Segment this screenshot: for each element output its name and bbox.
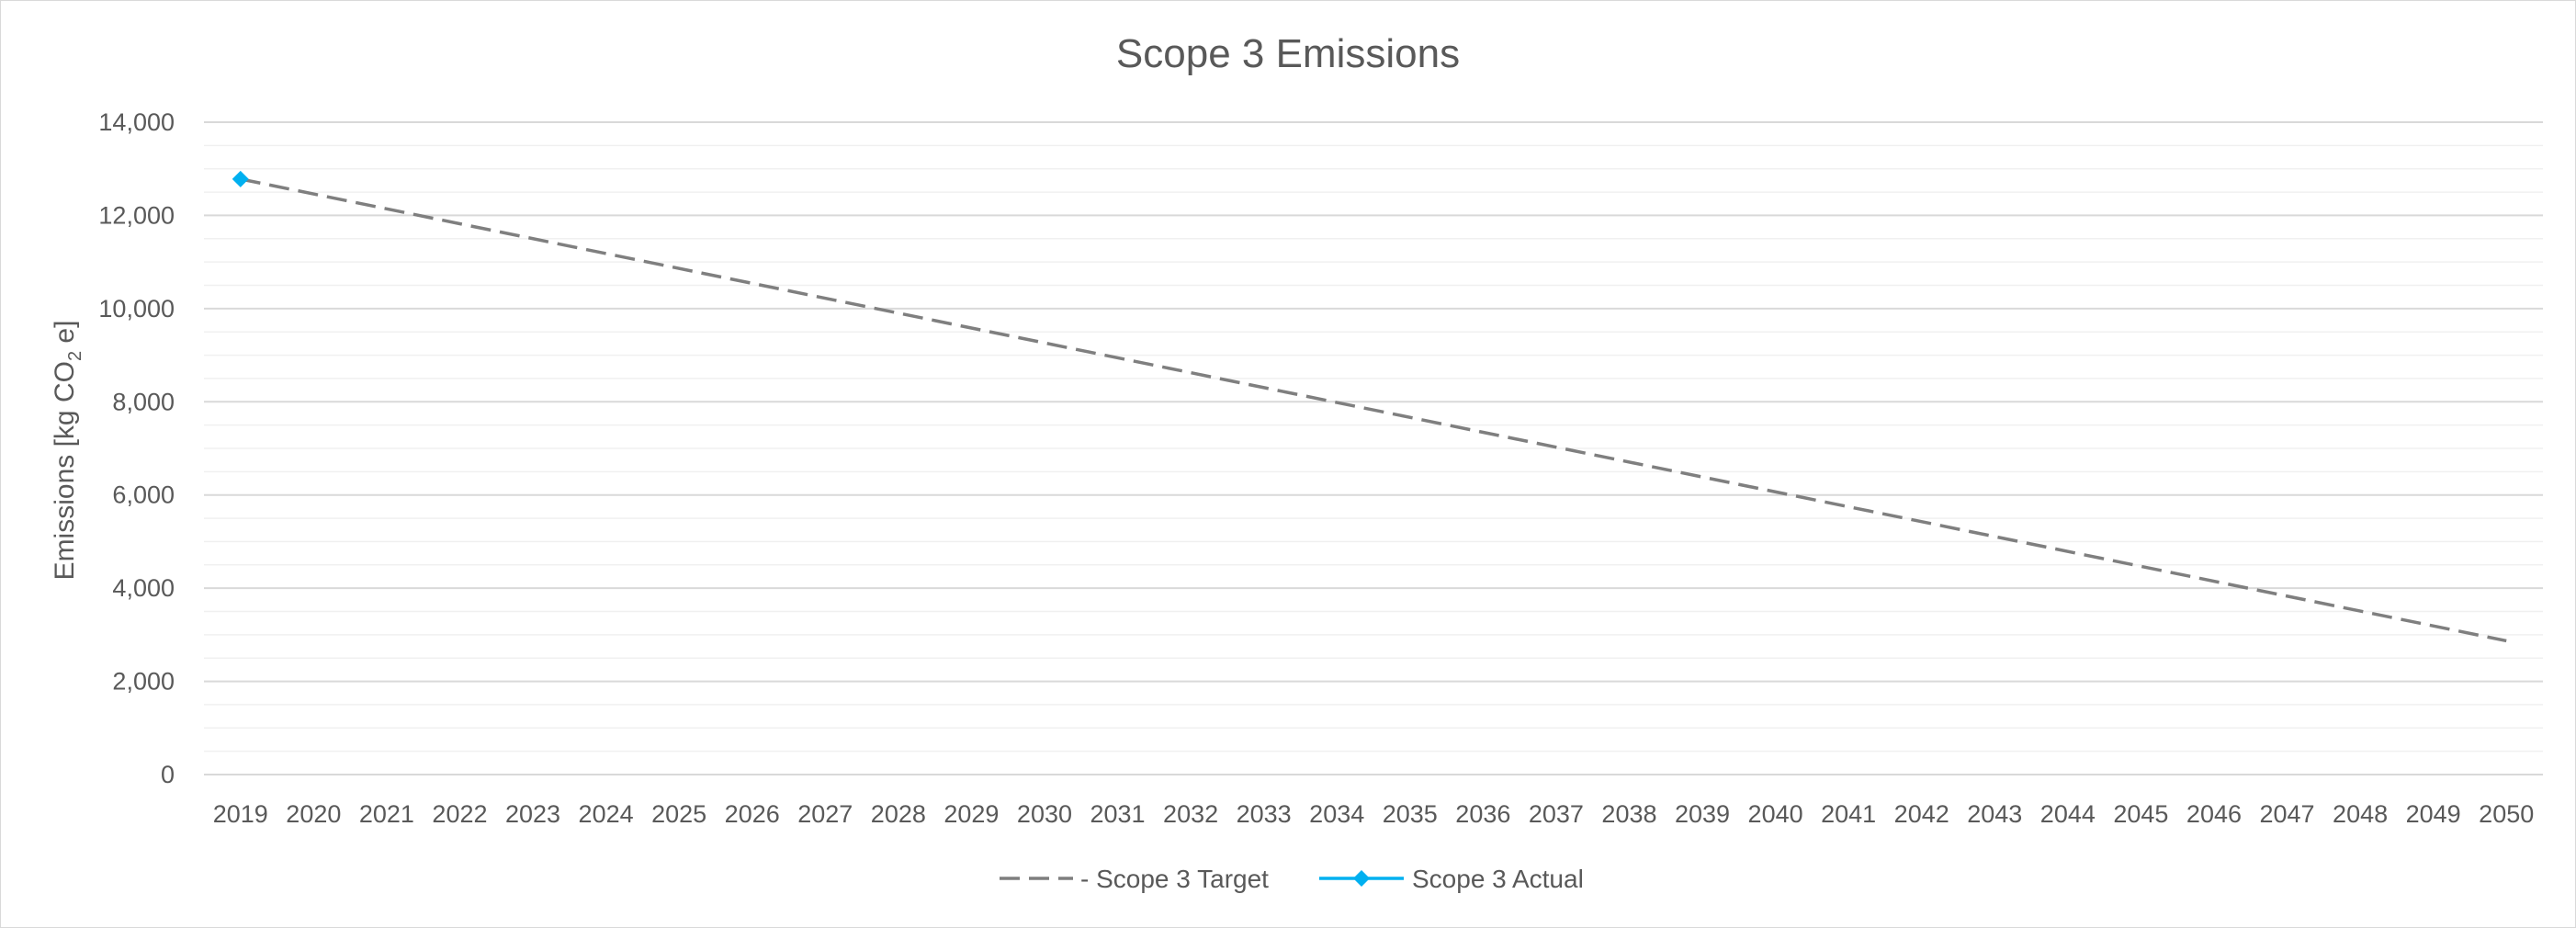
- minor-gridlines: [204, 144, 2543, 753]
- y-axis-label: Emissions [kg CO2 e]: [50, 321, 85, 581]
- y-tick-label: 10,000: [98, 295, 175, 323]
- legend-item-target[interactable]: - Scope 3 Target: [1000, 865, 1269, 893]
- x-tick-label: 2019: [213, 800, 268, 828]
- y-tick-label: 14,000: [98, 108, 175, 136]
- major-gridlines: [204, 121, 2543, 775]
- x-tick-label: 2026: [725, 800, 780, 828]
- chart-title: Scope 3 Emissions: [1116, 31, 1460, 76]
- data-point-actual: [232, 170, 249, 187]
- y-tick-label: 0: [161, 761, 175, 788]
- y-tick-label: 6,000: [112, 481, 175, 509]
- x-tick-label: 2038: [1601, 800, 1656, 828]
- legend-label-actual: Scope 3 Actual: [1412, 865, 1584, 893]
- x-tick-label: 2020: [286, 800, 341, 828]
- x-tick-label: 2035: [1383, 800, 1438, 828]
- x-tick-label: 2040: [1748, 800, 1803, 828]
- x-tick-label: 2028: [871, 800, 926, 828]
- x-tick-label: 2047: [2259, 800, 2314, 828]
- x-tick-label: 2041: [1821, 800, 1876, 828]
- x-axis-tick-labels: 2019 2020 2021 2022 2023 2024 2025 2026 2027 2028…: [213, 800, 2535, 828]
- series-layer: [232, 170, 2507, 643]
- y-tick-label: 4,000: [112, 574, 175, 602]
- x-tick-label: 2022: [432, 800, 487, 828]
- y-tick-label: 2,000: [112, 668, 175, 696]
- legend-label-target: - Scope 3 Target: [1080, 865, 1269, 893]
- legend-item-actual[interactable]: Scope 3 Actual: [1319, 865, 1584, 893]
- legend-swatch-actual-marker: [1353, 870, 1370, 887]
- x-tick-label: 2034: [1309, 800, 1364, 828]
- x-tick-label: 2024: [579, 800, 634, 828]
- x-tick-label: 2043: [1967, 800, 2022, 828]
- x-tick-label: 2037: [1529, 800, 1584, 828]
- x-tick-label: 2046: [2186, 800, 2242, 828]
- y-tick-label: 12,000: [98, 201, 175, 229]
- legend: - Scope 3 Target Scope 3 Actual: [1000, 865, 1584, 893]
- x-tick-label: 2033: [1237, 800, 1292, 828]
- x-tick-label: 2023: [505, 800, 560, 828]
- x-tick-label: 2050: [2479, 800, 2534, 828]
- x-tick-label: 2021: [359, 800, 414, 828]
- x-tick-label: 2045: [2113, 800, 2168, 828]
- x-tick-label: 2032: [1163, 800, 1218, 828]
- x-tick-label: 2049: [2406, 800, 2461, 828]
- x-tick-label: 2031: [1090, 800, 1145, 828]
- x-tick-label: 2042: [1894, 800, 1949, 828]
- y-axis-tick-labels: 0 2,000 4,000 6,000 8,000 10,000 12,000 14,000: [98, 108, 175, 788]
- x-tick-label: 2044: [2040, 800, 2096, 828]
- y-tick-label: 8,000: [112, 388, 175, 415]
- x-tick-label: 2036: [1455, 800, 1510, 828]
- x-tick-label: 2027: [797, 800, 853, 828]
- series-line-target: [240, 177, 2507, 643]
- x-tick-label: 2048: [2333, 800, 2388, 828]
- x-tick-label: 2029: [943, 800, 999, 828]
- x-tick-label: 2039: [1675, 800, 1730, 828]
- x-tick-label: 2030: [1017, 800, 1072, 828]
- x-tick-label: 2025: [651, 800, 706, 828]
